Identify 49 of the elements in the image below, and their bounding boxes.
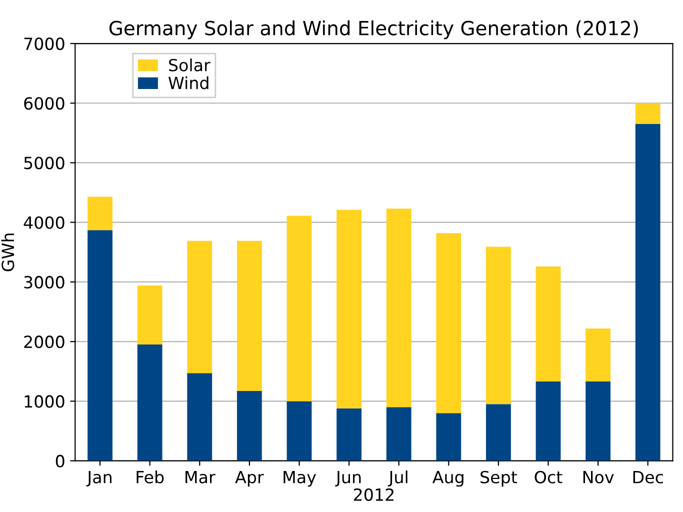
- x-tick-label: Apr: [235, 471, 264, 487]
- x-tick-label: Jun: [335, 471, 361, 487]
- y-tick-label: 0: [56, 454, 64, 468]
- bar: [586, 328, 610, 382]
- bar: [336, 408, 362, 461]
- x-tick-label: Aug: [432, 471, 464, 487]
- bar: [436, 413, 462, 461]
- bar: [386, 208, 412, 408]
- y-axis-title: GWh: [1, 234, 14, 272]
- x-tick-label: Dec: [633, 471, 663, 484]
- y-tick-label: 6000: [24, 97, 64, 110]
- bar: [286, 216, 312, 402]
- bar: [586, 382, 610, 461]
- bar: [187, 240, 212, 374]
- bar: [236, 240, 262, 392]
- bar: [635, 124, 660, 461]
- bar: [137, 344, 162, 461]
- x-tick-label: Jan: [86, 471, 112, 487]
- x-tick-label: Nov: [583, 471, 614, 484]
- bar: [436, 233, 462, 414]
- bar: [486, 246, 511, 404]
- y-tick-label: 7000: [24, 37, 64, 50]
- y-tick-label: 5000: [24, 156, 64, 170]
- bar: [336, 210, 362, 408]
- legend-label: Solar: [169, 58, 210, 72]
- bar: [286, 401, 312, 461]
- x-tick-label: Mar: [186, 471, 216, 484]
- bar: [386, 407, 412, 461]
- legend-label: Wind: [168, 76, 208, 90]
- y-tick-label: 2000: [24, 336, 64, 348]
- y-tick-label: 3000: [24, 276, 64, 289]
- bar: [88, 230, 112, 461]
- bar: [536, 266, 561, 382]
- chart-title: Germany Solar and Wind Electricity Generation (2012): [109, 20, 638, 40]
- x-tick-label: Sept: [480, 470, 518, 487]
- bar: [635, 103, 660, 124]
- x-tick-label: Feb: [136, 470, 164, 484]
- x-tick-label: Jul: [388, 470, 408, 487]
- y-tick-label: 4000: [24, 216, 64, 229]
- bar: [187, 373, 212, 461]
- y-tick-label: 1000: [24, 395, 64, 408]
- x-axis-title: 2012: [354, 488, 394, 501]
- bar: [236, 391, 262, 461]
- bar: [88, 196, 112, 230]
- bar: [486, 404, 511, 461]
- x-tick-label: Oct: [534, 470, 562, 484]
- bar: [536, 382, 561, 461]
- bar: [137, 286, 162, 345]
- x-tick-label: May: [284, 471, 316, 487]
